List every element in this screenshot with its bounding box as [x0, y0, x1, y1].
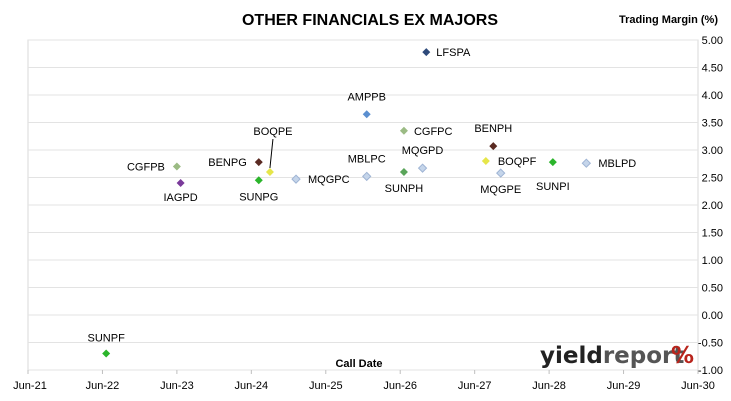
point-label-amppb: AMPPB: [347, 91, 386, 103]
x-tick-label: Jun-30: [681, 380, 715, 392]
point-label-cgfpb: CGFPB: [127, 162, 165, 174]
point-labels: LFSPA AMPPB CGFPC BENPH MQGPD BOQPF SUNPI MBLPD…: [88, 47, 637, 344]
data-points: [102, 48, 592, 358]
data-point-boqpf: [481, 157, 490, 165]
point-label-iagpd: IAGPD: [163, 192, 197, 204]
svg-text:yieldreport: yieldreport: [540, 343, 684, 369]
data-point-mblpd: [581, 158, 592, 168]
data-point-mqgpe: [496, 168, 506, 178]
y-tick-label: 3.50: [702, 118, 723, 130]
data-point-cgfpb: [172, 162, 181, 171]
y-tick-label: -1.00: [698, 365, 723, 377]
data-point-cgfpc: [399, 126, 408, 135]
y-axis-title: Trading Margin (%): [619, 14, 718, 26]
y-tick-label: -0.50: [698, 338, 723, 350]
data-point-benph: [489, 142, 498, 151]
y-tick-label: 1.00: [702, 255, 723, 267]
data-point-mqgpc: [291, 174, 301, 184]
point-label-mqgpd: MQGPD: [402, 145, 444, 157]
y-tick-label: 4.00: [702, 90, 723, 102]
yieldreport-logo: yieldreport %: [540, 343, 694, 369]
y-tick-label: 1.50: [702, 228, 723, 240]
x-axis-ticks: Jun-21 Jun-22 Jun-23 Jun-24 Jun-25 Jun-26 Jun-…: [13, 370, 715, 392]
data-point-lfspa: [422, 48, 431, 57]
y-tick-label: 2.00: [702, 200, 723, 212]
x-tick-label: Jun-25: [309, 380, 343, 392]
point-label-mblpd: MBLPD: [598, 158, 636, 170]
y-tick-label: 4.50: [702, 63, 723, 75]
data-point-sunpi: [548, 158, 557, 167]
point-label-cgfpc: CGFPC: [414, 126, 453, 138]
data-point-sunpg: [254, 176, 263, 185]
data-point-boqpe: [265, 168, 274, 176]
y-axis-ticks: 5.00 4.50 4.00 3.50 3.00 2.50 2.00 1.50 1.00 0.50…: [698, 35, 723, 377]
x-tick-label: Jun-27: [458, 380, 492, 392]
logo-percent: %: [671, 343, 694, 369]
point-label-sunph: SUNPH: [385, 183, 424, 195]
data-point-amppb: [362, 110, 371, 119]
data-point-sunpf: [102, 349, 111, 358]
y-tick-label: 3.00: [702, 145, 723, 157]
chart-title: OTHER FINANCIALS EX MAJORS: [242, 12, 498, 29]
point-label-sunpi: SUNPI: [536, 181, 570, 193]
point-label-mqgpc: MQGPC: [308, 174, 350, 186]
logo-text-yield: yield: [540, 343, 603, 369]
y-tick-label: 0.50: [702, 283, 723, 295]
data-point-sunph: [399, 168, 408, 176]
y-tick-label: 5.00: [702, 35, 723, 47]
x-tick-label: Jun-21: [13, 380, 47, 392]
point-label-lfspa: LFSPA: [436, 47, 471, 59]
point-label-mblpc: MBLPC: [348, 153, 386, 165]
y-tick-label: 2.50: [702, 173, 723, 185]
point-label-benph: BENPH: [474, 123, 512, 135]
data-point-mblpc: [362, 171, 372, 182]
data-point-mqgpd: [417, 163, 428, 173]
logo-text-report: report: [603, 343, 685, 369]
x-tick-label: Jun-24: [235, 380, 269, 392]
data-point-iagpd: [176, 179, 185, 187]
x-tick-label: Jun-23: [160, 380, 194, 392]
point-label-mqgpe: MQGPE: [480, 184, 521, 196]
x-tick-label: Jun-29: [607, 380, 641, 392]
x-tick-label: Jun-22: [86, 380, 120, 392]
y-tick-label: 0.00: [702, 310, 723, 322]
point-label-boqpf: BOQPF: [498, 156, 537, 168]
point-label-boqpe: BOQPE: [253, 126, 292, 138]
point-label-benpg: BENPG: [208, 157, 247, 169]
point-label-sunpg: SUNPG: [239, 191, 278, 203]
leader-lines: [269, 138, 274, 169]
grid-lines: [28, 39, 698, 371]
x-tick-label: Jun-26: [383, 380, 417, 392]
x-tick-label: Jun-28: [532, 380, 566, 392]
point-label-sunpf: SUNPF: [88, 333, 126, 345]
x-axis-title: Call Date: [335, 358, 382, 370]
leader-line-boqpe: [269, 138, 274, 169]
data-point-benpg: [254, 158, 263, 167]
